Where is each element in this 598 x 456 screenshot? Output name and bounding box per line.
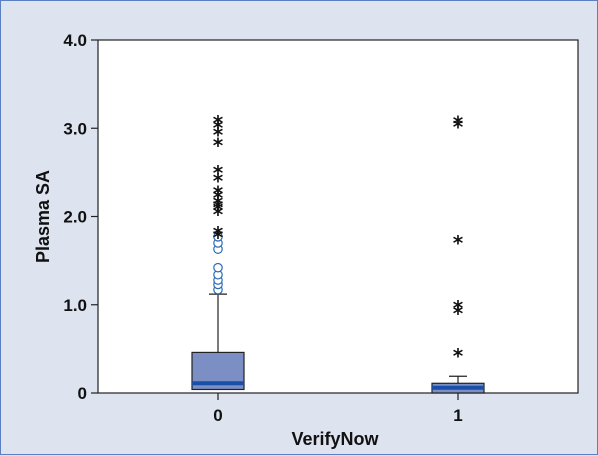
- outlier-star: *: [453, 112, 464, 136]
- outlier-star: *: [453, 231, 464, 255]
- outlier-star: *: [213, 222, 224, 246]
- outlier-star: *: [213, 195, 224, 219]
- y-tick-label: 3.0: [63, 119, 87, 138]
- outlier-star: *: [213, 198, 224, 222]
- outlier-star: *: [213, 169, 224, 193]
- boxes: ********************: [191, 111, 485, 394]
- y-tick-label: 2.0: [63, 208, 87, 227]
- outlier-star: *: [213, 186, 224, 210]
- outlier-star: *: [453, 344, 464, 368]
- y-axis: 0 1.0 2.0 3.0 4.0: [63, 31, 98, 403]
- box-group-0: **************: [191, 111, 245, 391]
- outlier-star: *: [213, 116, 224, 140]
- outlier-star: *: [453, 115, 464, 139]
- outlier-star: *: [213, 192, 224, 216]
- outlier-circle: [213, 262, 223, 273]
- plot-area: [97, 39, 579, 394]
- y-axis-title: Plasma SA: [33, 170, 53, 263]
- outlier-star: *: [213, 111, 224, 135]
- outlier-star: *: [453, 296, 464, 320]
- outlier-star: *: [213, 203, 224, 227]
- x-tick-label: 0: [213, 406, 222, 425]
- y-tick-label: 1.0: [63, 296, 87, 315]
- outlier-star: *: [213, 226, 224, 250]
- x-tick-label: 1: [453, 406, 462, 425]
- y-tick-label: 4.0: [63, 31, 87, 50]
- outlier-star: *: [213, 181, 224, 205]
- outlier-star: *: [213, 161, 224, 185]
- outlier-star: *: [213, 134, 224, 158]
- outlier-circle: [213, 231, 223, 242]
- y-tick-label: 0: [78, 384, 87, 403]
- outlier-star: *: [453, 301, 464, 325]
- x-axis-title: VerifyNow: [291, 429, 379, 449]
- outlier-star: *: [213, 123, 224, 147]
- box-group-1: ******: [431, 112, 485, 394]
